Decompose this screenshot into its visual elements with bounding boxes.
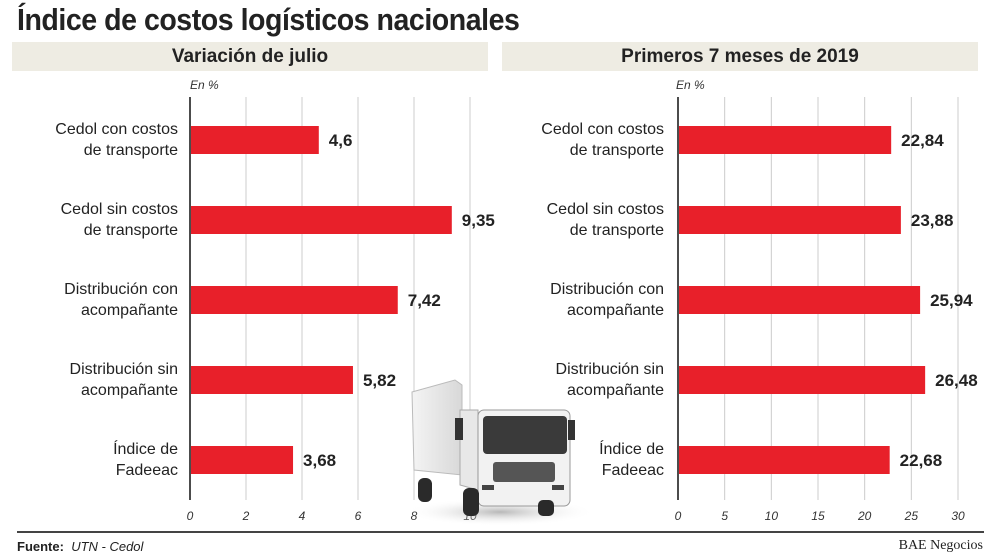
left-bar [191, 206, 452, 234]
right-category-label: Fadeeac [602, 462, 664, 479]
footer-rule [17, 531, 984, 533]
right-bar [679, 446, 890, 474]
chart-right-title: Primeros 7 meses de 2019 [502, 42, 978, 71]
right-tick-label: 25 [904, 509, 919, 523]
left-category-label: Fadeeac [116, 462, 178, 479]
right-category-label: Distribución con [550, 281, 664, 298]
left-category-label: de transporte [84, 142, 178, 159]
right-bar [679, 286, 921, 314]
left-category-label: Distribución sin [70, 361, 178, 378]
right-value-label: 22,84 [901, 131, 944, 150]
right-value-label: 23,88 [911, 211, 954, 230]
left-category-label: acompañante [81, 382, 178, 399]
left-bar [191, 126, 319, 154]
left-tick-label: 10 [463, 509, 477, 523]
source-value: UTN - Cedol [71, 539, 144, 554]
left-category-label: Cedol sin costos [61, 201, 178, 218]
left-tick-label: 2 [242, 509, 250, 523]
right-value-label: 25,94 [930, 291, 973, 310]
right-value-label: 22,68 [900, 451, 943, 470]
right-tick-label: 20 [857, 509, 872, 523]
chart-left-title: Variación de julio [12, 42, 488, 71]
left-bar [191, 366, 353, 394]
right-bar [679, 206, 901, 234]
right-category-label: Distribución sin [556, 361, 664, 378]
left-tick-label: 6 [355, 509, 362, 523]
left-tick-label: 8 [411, 509, 418, 523]
right-category-label: acompañante [567, 302, 664, 319]
left-category-label: Índice de [113, 439, 178, 458]
left-value-label: 7,42 [408, 291, 441, 310]
left-value-label: 9,35 [462, 211, 495, 230]
right-tick-label: 30 [951, 509, 965, 523]
left-category-label: Cedol con costos [55, 121, 178, 138]
right-category-label: Índice de [599, 439, 664, 458]
right-category-label: de transporte [570, 222, 664, 239]
left-tick-label: 4 [299, 509, 306, 523]
right-tick-label: 5 [721, 509, 728, 523]
right-tick-label: 0 [675, 509, 682, 523]
chart-left-unit: En % [190, 78, 219, 92]
left-value-label: 4,6 [329, 131, 353, 150]
right-value-label: 26,48 [935, 371, 978, 390]
left-value-label: 5,82 [363, 371, 396, 390]
right-bar [679, 126, 892, 154]
left-bar [191, 446, 294, 474]
right-category-label: Cedol con costos [541, 121, 664, 138]
left-tick-label: 0 [187, 509, 194, 523]
right-tick-label: 15 [811, 509, 825, 523]
source: Fuente: UTN - Cedol [17, 539, 143, 554]
right-tick-label: 10 [765, 509, 779, 523]
left-bar [191, 286, 398, 314]
right-category-label: Cedol sin costos [547, 201, 664, 218]
brand-logo: BAE Negocios [898, 538, 983, 553]
right-category-label: de transporte [570, 142, 664, 159]
left-category-label: de transporte [84, 222, 178, 239]
left-value-label: 3,68 [303, 451, 336, 470]
page-title: Índice de costos logísticos nacionales [17, 2, 520, 37]
source-label: Fuente: [17, 539, 64, 554]
right-bar [679, 366, 926, 394]
right-category-label: acompañante [567, 382, 664, 399]
left-category-label: acompañante [81, 302, 178, 319]
left-category-label: Distribución con [64, 281, 178, 298]
chart-right-unit: En % [676, 78, 705, 92]
